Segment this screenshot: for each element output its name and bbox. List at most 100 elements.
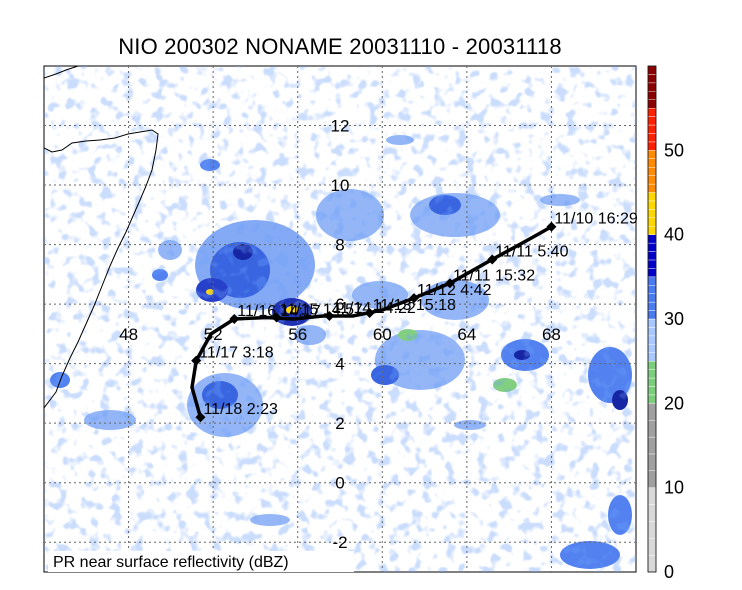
colorbar-swatch [647, 141, 657, 151]
track-fix-marker [271, 312, 282, 323]
colorbar-swatch [647, 192, 657, 202]
storm-track [190, 221, 557, 423]
fix-label: 11/18 2:23 [203, 401, 278, 418]
track-fix-marker [546, 221, 557, 232]
track-fix-marker [191, 355, 202, 366]
colorbar-swatch [647, 183, 657, 193]
colorbar-swatch [647, 420, 657, 438]
colorbar-swatch [647, 116, 657, 126]
lat-tick-label: 6 [335, 295, 344, 314]
track-fix-marker [364, 308, 375, 319]
colorbar: 0 10 20 30 40 50 [647, 65, 684, 582]
track-fix-marker [229, 314, 240, 324]
colorbar-swatch [647, 386, 657, 396]
colorbar-swatch [647, 268, 657, 278]
colorbar-swatch [647, 504, 657, 522]
colorbar-swatch [647, 554, 657, 573]
coastline [44, 66, 159, 409]
colorbar-swatch [647, 318, 657, 328]
colorbar-tick-label: 40 [664, 225, 684, 245]
colorbar-swatch [647, 470, 657, 488]
colorbar-swatch [647, 200, 657, 210]
track-line [190, 224, 554, 419]
colorbar-swatch [647, 360, 657, 370]
colorbar-swatch [647, 175, 657, 185]
fix-label: 11/14 14:22 [332, 300, 415, 317]
colorbar-swatch [647, 352, 657, 362]
colorbar-swatch [647, 344, 657, 353]
colorbar-swatch [647, 74, 657, 84]
colorbar-frame [647, 65, 657, 573]
colorbar-swatch [647, 521, 657, 539]
colorbar-swatch [647, 436, 657, 455]
map-caption: PR near surface reflectivity (dBZ) [53, 554, 289, 571]
colorbar-tick-label: 0 [664, 562, 674, 582]
lat-tick-label: 12 [331, 117, 350, 136]
lon-tick-label: 56 [288, 325, 307, 344]
colorbar-swatch [647, 251, 657, 261]
reflectivity-field [44, 66, 636, 572]
colorbar-tick-label: 10 [664, 478, 684, 498]
colorbar-swatch [647, 453, 657, 471]
colorbar-swatch [647, 217, 657, 227]
colorbar-swatch [647, 327, 657, 337]
colorbar-swatch [647, 107, 657, 117]
track-fix-marker [444, 278, 455, 289]
colorbar-swatch [647, 301, 657, 311]
lat-tick-label: -2 [332, 533, 347, 552]
colorbar-swatch [647, 377, 657, 387]
colorbar-swatch [647, 133, 657, 143]
colorbar-tick-label: 20 [664, 393, 684, 413]
lat-tick-label: 8 [335, 236, 344, 255]
fix-label: 11/12 4:42 [417, 282, 492, 299]
track-fix-marker [195, 412, 206, 423]
fix-label: 11/11 15:32 [453, 267, 535, 284]
lon-tick-label: 64 [457, 325, 476, 344]
lat-tick-label: 4 [335, 355, 344, 374]
graticule [44, 66, 636, 572]
colorbar-swatch [647, 487, 657, 505]
colorbar-swatch [647, 538, 657, 556]
colorbar-swatch [647, 91, 657, 100]
colorbar-swatch [647, 259, 657, 269]
colorbar-swatch [647, 293, 657, 303]
chart-title: NIO 200302 NONAME 20031110 - 20031118 [118, 34, 562, 59]
fix-label: 11/15 14:57 [280, 302, 363, 319]
lat-tick-label: 2 [335, 414, 344, 433]
lon-tick-label: 60 [373, 325, 392, 344]
fix-label: 11/11 5:40 [495, 243, 568, 260]
colorbar-swatch [647, 99, 657, 109]
colorbar-swatch [647, 150, 657, 159]
track-fix-marker [487, 254, 498, 265]
colorbar-swatch [647, 65, 657, 75]
fix-label: 11/16 14:17 [237, 303, 320, 320]
colorbar-swatch [647, 209, 657, 219]
lat-tick-label: 0 [335, 474, 344, 493]
caption-box [48, 551, 354, 572]
colorbar-swatch [647, 124, 657, 134]
colorbar-tick-label: 30 [664, 309, 684, 329]
reflectivity-speckle [44, 66, 636, 572]
colorbar-swatch [647, 335, 657, 345]
colorbar-swatch [647, 82, 657, 92]
colorbar-swatch [647, 226, 657, 235]
colorbar-swatch [647, 285, 657, 294]
colorbar-swatch [647, 276, 657, 286]
colorbar-swatch [647, 369, 657, 379]
lon-tick-label: 52 [204, 325, 223, 344]
track-fix-marker [324, 311, 335, 322]
track-fix-marker [409, 293, 419, 304]
colorbar-swatch [647, 394, 657, 404]
lat-tick-label: 10 [331, 176, 350, 195]
colorbar-swatch [647, 158, 657, 168]
fix-label: 11/10 16:29 [554, 211, 637, 228]
colorbar-tick-label: 50 [664, 140, 684, 160]
colorbar-swatch [647, 403, 657, 421]
colorbar-swatch [647, 166, 657, 176]
colorbar-swatch [647, 242, 657, 252]
fix-label: 11/13 15:18 [373, 297, 456, 314]
colorbar-swatch [647, 310, 657, 320]
